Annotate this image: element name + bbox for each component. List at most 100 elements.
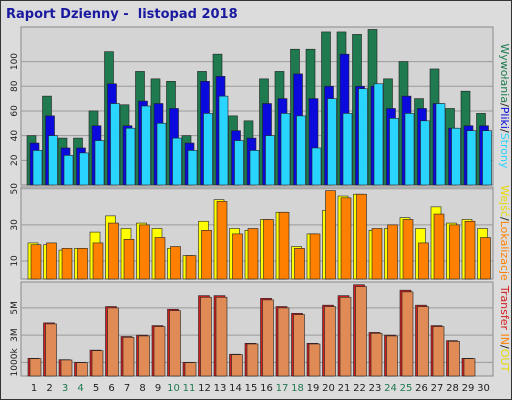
bar-transfer-out [122,336,135,377]
bar-pages [218,95,229,186]
bar-transfer-out [463,358,476,377]
bar-sites [387,224,398,280]
bar-transfer-out [293,314,305,377]
legend-entry: IN [498,330,511,345]
bar-sites [294,248,305,280]
bar-transfer-out [200,296,212,377]
bar-transfer-out [107,307,119,377]
bar-pages [203,113,213,186]
bar-transfer-out [76,362,88,377]
day-label: 7 [124,383,130,394]
bar-sites [123,239,135,280]
bar-transfer-out [277,307,290,377]
bar-pages [94,140,105,186]
legend-entry: / [498,103,511,107]
bar-pages [311,147,322,186]
legend-entry: Strony [498,133,511,169]
y-tick-label: 30 [10,219,20,231]
y-tick-label: 100 [10,53,20,70]
bar-transfer-out [401,291,414,377]
bar-pages [79,152,89,186]
bar-pages [451,127,461,186]
bar-sites [30,244,42,280]
bar-sites [356,193,367,280]
bar-pages [63,155,74,186]
bar-sites [154,237,166,280]
bar-transfer-out [355,286,367,377]
bar-sites [216,201,228,280]
bar-transfer-out [432,326,445,377]
bar-sites [92,242,104,280]
bar-pages [373,83,384,186]
bar-pages [358,88,368,186]
bar-sites [263,219,274,280]
day-label: 19 [307,383,320,394]
legend-entry: Pliki [498,107,511,129]
bar-transfer-out [60,359,73,377]
bar-pages [187,150,198,186]
bar-sites [139,224,150,280]
day-label: 10 [167,383,180,394]
legend-entry: Wejść [498,185,511,217]
bar-pages [249,150,260,186]
day-label: 29 [462,383,475,394]
bar-sites [278,211,290,280]
day-label: 18 [291,383,304,394]
bar-sites [309,233,321,280]
y-tick-label: 60 [10,105,20,117]
day-label: 14 [229,383,242,394]
bar-transfer-out [29,358,42,377]
bar-pages [404,113,415,186]
legend-top: Wywołania/Pliki/Strony [498,44,511,169]
day-label: 4 [77,383,83,394]
bar-sites [232,233,243,280]
bar-sites [325,190,336,280]
bar-sites [61,248,73,280]
bar-pages [342,113,353,186]
bar-pages [156,122,167,186]
bar-pages [110,103,120,186]
day-label: 15 [245,383,258,394]
bar-pages [48,135,58,186]
bar-pages [172,137,182,186]
day-label: 2 [46,383,52,394]
bar-transfer-out [215,296,228,377]
bar-transfer-out [417,306,429,377]
y-tick-label: 80 [10,80,20,92]
legend-entry: Transfer [498,285,511,331]
bar-sites [46,242,57,280]
day-label: 1 [31,383,37,394]
y-tick-label: 10 [10,255,20,267]
bar-sites [108,222,119,280]
day-label: 13 [214,383,227,394]
y-tick-label: 5M [10,301,20,315]
day-label: 3 [62,383,68,394]
bar-transfer-out [169,310,181,377]
bar-sites [185,255,197,280]
y-tick-label: 40 [10,130,20,142]
bar-pages [420,120,430,186]
day-label: 20 [322,383,335,394]
bar-sites [201,229,212,280]
bar-sites [247,228,259,280]
bar-transfer-out [370,332,383,377]
bar-transfer-out [339,296,352,377]
day-label: 16 [260,383,273,394]
bar-pages [125,127,136,186]
bar-transfer-out [138,335,150,377]
bar-transfer-out [308,343,321,377]
bar-transfer-out [45,323,57,377]
bar-transfer-out [91,350,104,377]
bar-pages [389,118,399,186]
day-label: 28 [446,383,459,394]
legend-entry: Wywołania [498,44,511,104]
legend-middle: Wejść/Lokalizacje [498,185,511,281]
bar-sites [449,224,460,280]
bar-sites [433,213,445,280]
legend-bottom: Transfer IN/OUT [498,285,511,373]
legend-entry: Lokalizacje [498,221,511,281]
day-label: 26 [415,383,428,394]
y-tick-label: 20 [10,154,20,166]
bar-transfer-out [262,299,274,377]
